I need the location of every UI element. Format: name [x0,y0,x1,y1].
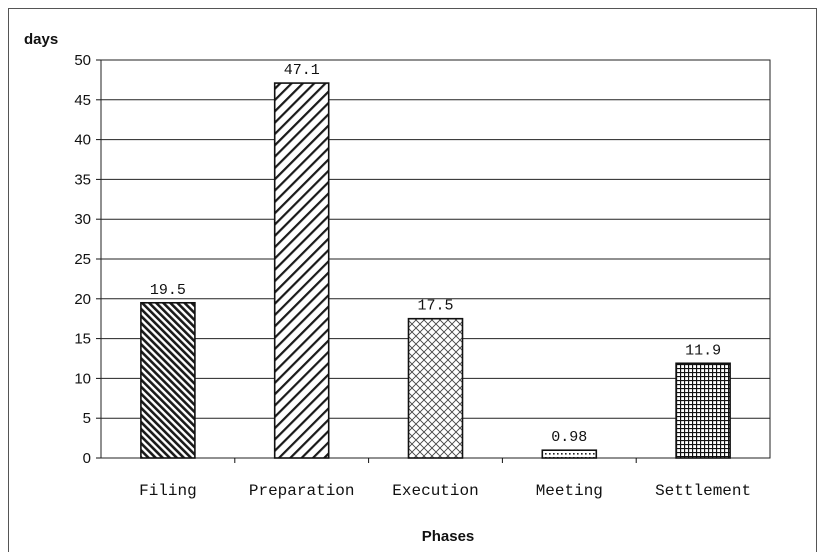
y-tick-label: 25 [74,251,91,268]
data-label-meeting: 0.98 [551,429,587,446]
bar-settlement [675,362,731,459]
x-tick-label-execution: Execution [392,482,478,500]
y-tick-label: 40 [74,132,91,149]
data-label-preparation: 47.1 [284,62,320,79]
bar-execution [407,317,464,459]
y-tick-label: 10 [74,370,91,387]
x-tick-label-preparation: Preparation [249,482,355,500]
y-tick-label: 15 [74,331,91,348]
bar-preparation [273,82,330,459]
x-tick-label-meeting: Meeting [536,482,603,500]
y-tick-label: 30 [74,211,91,228]
x-tick-label-filing: Filing [139,482,197,500]
x-tick-labels: Filing Preparation Execution Meeting Settlem… [139,482,751,500]
y-tick-label: 50 [74,52,91,69]
data-labels: 19.5 47.1 17.5 0.98 11.9 [150,62,721,446]
y-tick-labels: 0 5 10 15 20 25 30 35 40 45 50 [74,52,91,467]
y-tick-label: 35 [74,171,91,188]
bar-meeting [541,449,598,459]
x-tick-label-settlement: Settlement [655,482,751,500]
bars [140,82,731,459]
y-tick-label: 20 [74,291,91,308]
data-label-execution: 17.5 [417,298,453,315]
chart-frame [8,8,817,552]
y-axis-title: days [24,31,58,48]
data-label-filing: 19.5 [150,282,186,299]
x-axis-title: Phases [422,528,475,545]
bar-filing [140,301,196,459]
y-tick-label: 5 [83,410,91,427]
y-tick-label: 0 [83,450,91,467]
y-tick-label: 45 [74,92,91,109]
data-label-settlement: 11.9 [685,342,721,359]
